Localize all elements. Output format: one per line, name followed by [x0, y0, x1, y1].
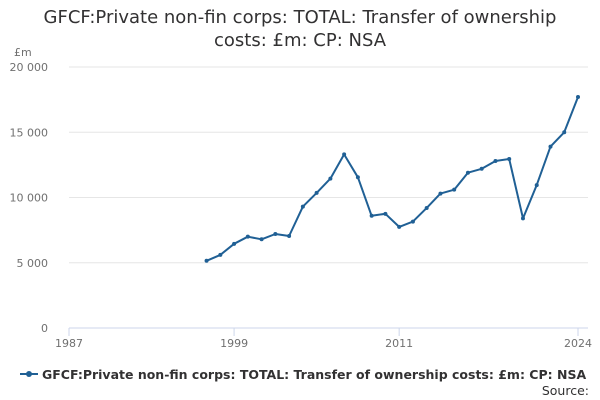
data-point [479, 166, 484, 171]
series-group [204, 95, 580, 263]
y-tick-label: 20 000 [10, 61, 49, 74]
data-point [410, 219, 415, 224]
source-label: Source: [541, 383, 589, 398]
data-point [314, 190, 319, 195]
x-tick-label: 1987 [55, 337, 83, 350]
gridlines [69, 66, 588, 264]
data-point [369, 213, 374, 218]
data-point [397, 224, 402, 229]
data-point [287, 233, 292, 238]
y-tick-label: 0 [41, 322, 48, 335]
data-point [493, 158, 498, 163]
legend-series-marker [20, 368, 38, 380]
series-line [205, 96, 579, 262]
x-tick-label: 2011 [385, 337, 413, 350]
x-tick-labels: 1987 1999 2011 2024 [55, 337, 592, 350]
data-point [383, 211, 388, 216]
legend-series-label: GFCF:Private non-fin corps: TOTAL: Trans… [42, 366, 587, 382]
data-point [204, 258, 209, 263]
data-point [232, 241, 237, 246]
y-axis-unit-label: £m [14, 46, 32, 59]
x-tick-label: 1999 [220, 337, 248, 350]
data-point [355, 175, 360, 180]
data-point [534, 183, 539, 188]
y-tick-label: 5 000 [17, 257, 49, 270]
chart-title: GFCF:Private non-fin corps: TOTAL: Trans… [43, 7, 557, 51]
data-point [424, 205, 429, 210]
y-tick-labels: 0 5 000 10 000 15 000 20 000 [10, 61, 49, 335]
data-point [507, 157, 512, 162]
data-point [520, 216, 525, 221]
data-point [576, 95, 580, 100]
axes [68, 327, 588, 336]
y-tick-label: 15 000 [10, 126, 49, 139]
x-tick-label: 2024 [564, 337, 592, 350]
data-point [452, 187, 457, 192]
data-point [562, 130, 567, 135]
data-point [259, 237, 264, 242]
data-point [438, 191, 443, 196]
data-point [465, 170, 470, 175]
legend[interactable]: GFCF:Private non-fin corps: TOTAL: Trans… [20, 365, 586, 383]
data-point [342, 152, 347, 157]
data-point [273, 232, 278, 237]
data-point [218, 252, 223, 257]
data-point [548, 144, 553, 149]
data-point [300, 204, 305, 209]
data-point [245, 234, 250, 239]
data-point [328, 176, 333, 181]
y-tick-label: 10 000 [10, 192, 49, 205]
